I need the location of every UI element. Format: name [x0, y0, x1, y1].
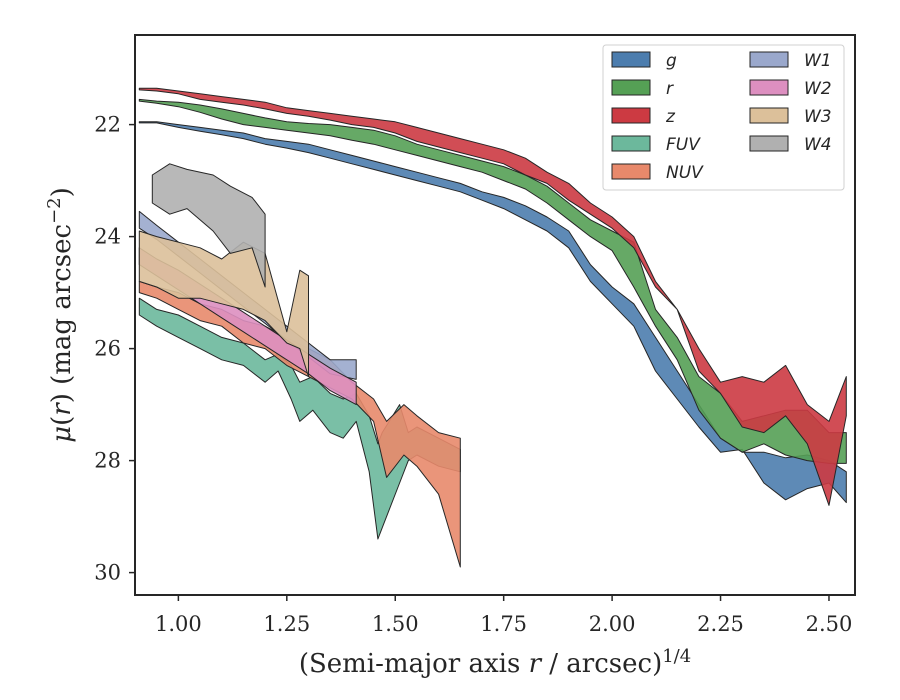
legend-label-w4: W4 — [804, 135, 832, 155]
y-tick-label: 22 — [94, 113, 121, 137]
series-band-g — [138, 121, 847, 504]
y-tick-label: 26 — [94, 337, 121, 361]
legend-swatch-fuv — [611, 135, 651, 152]
x-axis: 1.00 1.25 1.50 1.75 2.00 2.25 2.50 — [155, 595, 852, 636]
x-tick-label: 2.50 — [806, 612, 853, 636]
legend-label-r: r — [666, 79, 674, 99]
legend: grz FUV NUV W1 W2 W3 W4 — [602, 44, 845, 191]
legend-swatch-nuv — [611, 163, 651, 180]
x-tick-label: 2.25 — [697, 612, 744, 636]
plot-frame — [134, 34, 856, 596]
y-axis-title: μ(r) (mag arcsec−2) — [44, 187, 77, 443]
legend-label-z: z — [665, 107, 676, 127]
y-tick-label: 30 — [94, 561, 121, 585]
legend-label-w2: W2 — [804, 79, 832, 99]
series-band-w3 — [138, 230, 309, 378]
legend-label-w1: W1 — [804, 51, 832, 71]
x-tick-label: 1.75 — [480, 612, 527, 636]
y-tick-label: 24 — [94, 225, 121, 249]
series-bands — [138, 87, 847, 568]
y-tick-label: 28 — [94, 449, 121, 473]
legend-swatch-w1 — [749, 51, 789, 68]
legend-label-g: g — [666, 51, 677, 71]
legend-label-w3: W3 — [804, 107, 832, 127]
x-axis-title: (Semi-major axis r / arcsec)1/4 — [299, 646, 691, 679]
legend-swatch-g — [611, 51, 651, 68]
legend-swatch-w2 — [749, 79, 789, 96]
legend-swatch-w4 — [749, 135, 789, 152]
x-tick-label: 1.00 — [155, 612, 202, 636]
series-band-r — [138, 98, 847, 464]
series-band-w4 — [151, 163, 266, 288]
series-band-z — [138, 87, 847, 506]
legend-label-fuv: FUV — [666, 135, 701, 155]
legend-swatch-r — [611, 79, 651, 96]
x-tick-label: 1.25 — [263, 612, 310, 636]
y-axis: 22 24 26 28 30 — [94, 113, 135, 585]
legend-swatch-w3 — [749, 107, 789, 124]
legend-label-nuv: NUV — [666, 163, 704, 183]
x-tick-label: 2.00 — [589, 612, 636, 636]
x-tick-label: 1.50 — [372, 612, 419, 636]
legend-swatch-z — [611, 107, 651, 124]
